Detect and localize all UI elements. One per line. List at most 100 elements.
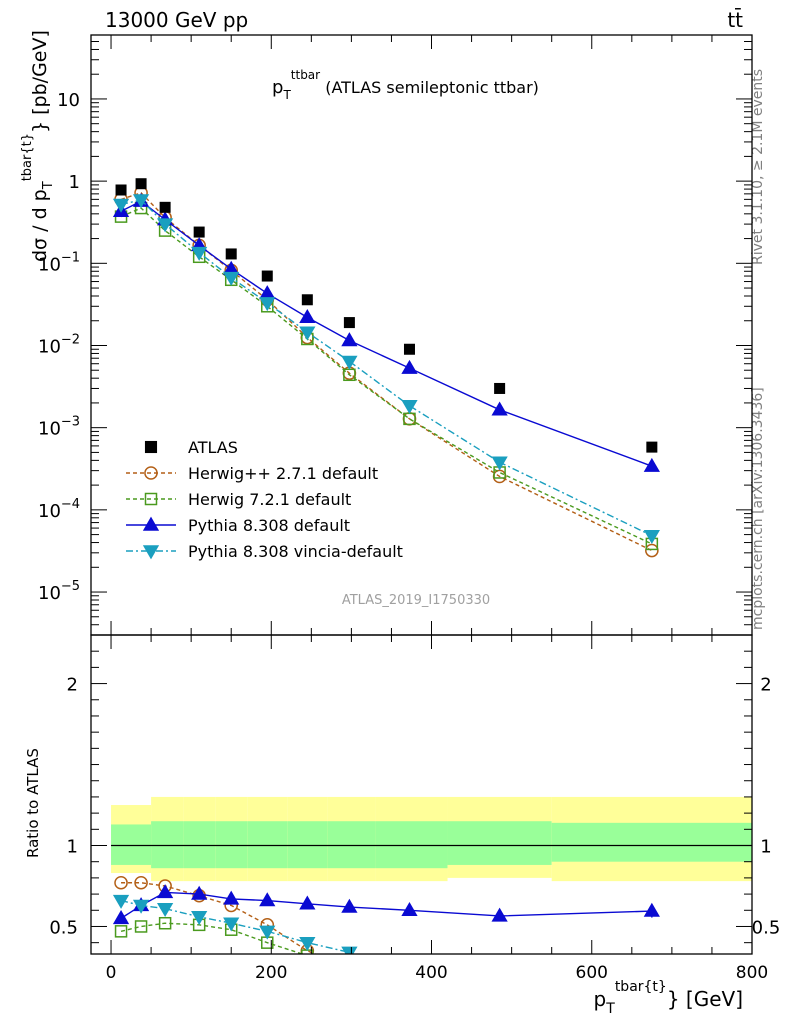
legend-label: Herwig++ 2.7.1 default xyxy=(188,464,378,483)
series-marker xyxy=(156,218,174,233)
legend-item: Pythia 8.308 default xyxy=(126,516,350,535)
x-tick-label: 0 xyxy=(106,963,117,983)
legend-label: Pythia 8.308 default xyxy=(188,516,350,535)
mcplots-label: mcplots.cern.ch [arXiv:1306.3436] xyxy=(750,387,766,630)
series-line xyxy=(120,207,653,545)
data-marker xyxy=(135,178,147,190)
uncertainty-band-inner xyxy=(183,821,216,869)
ratio-series-marker xyxy=(191,911,208,926)
ratio-series-marker xyxy=(299,936,316,951)
axes: 0 200 400 600 800 10 1 10−1 10−2 10−3 10−4 10−5 0.5 0… xyxy=(38,34,781,983)
series-marker xyxy=(259,285,276,300)
series-marker xyxy=(259,297,276,312)
uncertainty-band-inner xyxy=(151,821,184,869)
ratio-series-marker xyxy=(259,892,276,907)
ratio-series-marker xyxy=(403,979,415,991)
uncertainty-band-inner xyxy=(215,821,248,869)
data-marker xyxy=(301,294,313,306)
uncertainty-band-inner xyxy=(111,824,152,865)
legend-marker xyxy=(144,466,158,480)
ratio-plot-area xyxy=(111,796,752,998)
ratio-tick-label-right: 0.5 xyxy=(752,917,781,938)
data-marker xyxy=(646,441,658,453)
data-marker xyxy=(261,270,273,282)
energy-label: 13000 GeV pp xyxy=(105,8,248,32)
uncertainty-band-inner xyxy=(287,821,328,869)
x-tick-label: 400 xyxy=(415,963,447,983)
x-tick-label: 600 xyxy=(576,963,608,983)
ratio-series-marker xyxy=(259,925,276,940)
legend-label: ATLAS xyxy=(188,438,238,457)
ratio-series-marker xyxy=(403,970,417,982)
series-marker xyxy=(132,194,150,209)
uncertainty-band-inner xyxy=(247,821,288,869)
ratio-frame xyxy=(90,634,753,955)
ratio-series-line xyxy=(120,922,305,954)
ratio-tick-label-left: 1 xyxy=(67,837,78,858)
series-marker xyxy=(401,400,418,415)
series-marker xyxy=(401,359,418,374)
ratio-series-marker xyxy=(494,987,505,998)
ratio-series-marker xyxy=(158,916,172,930)
legend-item: Herwig 7.2.1 default xyxy=(126,490,351,509)
data-marker xyxy=(159,201,171,213)
ratio-series-marker xyxy=(223,890,240,905)
ratio-series-marker xyxy=(191,885,208,900)
y-tick-label: 1 xyxy=(69,172,80,193)
uncertainty-band-inner xyxy=(375,821,448,869)
rivet-label: Rivet 3.1.10, ≥ 2.1M events xyxy=(750,69,766,265)
ratio-series-marker xyxy=(132,899,150,914)
ratio-series-marker xyxy=(344,965,355,976)
ratio-series-marker xyxy=(156,884,174,899)
ratio-series-line xyxy=(121,882,317,954)
ratio-series-marker xyxy=(112,894,130,909)
x-tick-label: 200 xyxy=(255,963,287,983)
ratio-series-line xyxy=(120,899,356,954)
uncertainty-band-inner xyxy=(447,821,552,865)
ratio-tick-label-right: 2 xyxy=(760,675,771,696)
legend-item: Pythia 8.308 vincia-default xyxy=(126,542,403,561)
ratio-series-marker xyxy=(404,979,415,990)
legend-item: Herwig++ 2.7.1 default xyxy=(126,464,378,483)
ratio-series-marker xyxy=(223,917,240,932)
main-plot-area xyxy=(112,178,660,558)
ratio-series-marker xyxy=(134,875,148,890)
legend-label: Pythia 8.308 vincia-default xyxy=(188,542,403,561)
data-marker xyxy=(193,226,205,238)
data-marker xyxy=(225,248,237,260)
ratio-series-marker xyxy=(401,901,418,916)
ratio-series-marker xyxy=(112,910,130,925)
ratio-series-marker xyxy=(114,875,128,890)
series-marker xyxy=(643,529,660,544)
series-marker xyxy=(191,246,208,261)
legend: ATLAS Herwig++ 2.7.1 default Herwig 7.2.1 … xyxy=(126,438,403,561)
y-tick-label: 10 xyxy=(57,90,80,111)
y-tick-label: 10−1 xyxy=(38,250,80,275)
series-marker xyxy=(645,543,659,558)
analysis-id: ATLAS_2019_I1750330 xyxy=(342,593,490,608)
ratio-series-marker xyxy=(491,907,508,922)
y-tick-label: 10−3 xyxy=(38,415,80,440)
x-axis-label: pTtbar{t}} [GeV] xyxy=(594,979,743,1017)
ratio-series-marker xyxy=(341,946,358,954)
series-marker xyxy=(341,355,358,370)
series-marker xyxy=(491,401,508,416)
data-marker xyxy=(115,184,127,196)
legend-label: Herwig 7.2.1 default xyxy=(188,490,351,509)
ratio-series-marker xyxy=(299,895,316,910)
series-marker xyxy=(643,457,660,472)
uncertainty-band-inner xyxy=(551,822,752,862)
data-marker xyxy=(343,317,355,329)
data-marker xyxy=(494,382,506,394)
ratio-tick-label-right: 1 xyxy=(760,837,771,858)
ratio-series-marker xyxy=(343,963,355,975)
ratio-series-marker xyxy=(341,898,358,913)
ratio-series-marker xyxy=(134,920,148,933)
ratio-tick-label-left: 0.5 xyxy=(49,917,78,938)
series-marker xyxy=(299,309,316,324)
y-tick-label: 10−5 xyxy=(38,579,80,604)
y-axis-label: dσ / d pTtbar{t}} [pb/GeV] xyxy=(20,30,56,262)
legend-item: ATLAS xyxy=(144,438,238,457)
series-marker xyxy=(299,326,316,341)
